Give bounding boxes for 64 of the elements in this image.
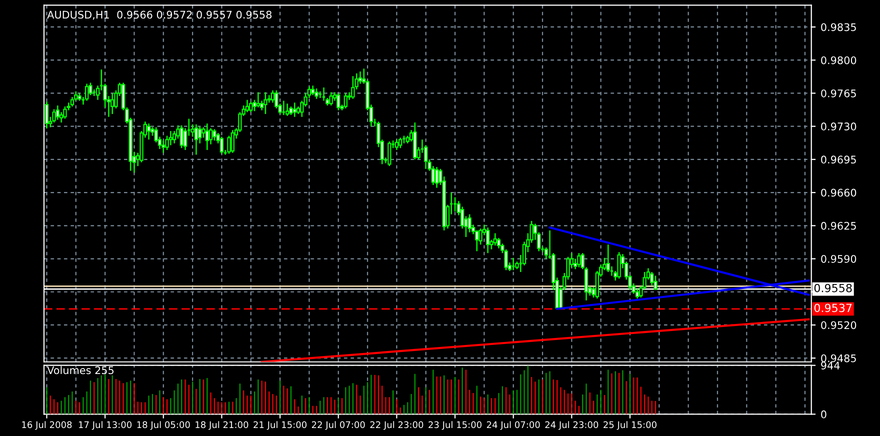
y-tick-label: 0.9765 <box>821 89 856 98</box>
x-tick-label: 17 Jul 13:00 <box>78 421 132 430</box>
candlestick <box>650 271 654 286</box>
candlestick <box>180 124 184 149</box>
x-tick-label: 22 Jul 07:00 <box>312 421 365 430</box>
candlestick <box>292 102 296 118</box>
candlestick <box>230 129 234 154</box>
candlestick <box>165 135 169 151</box>
y-tick-label: 0.9800 <box>821 56 856 64</box>
candlestick <box>388 140 392 167</box>
x-tick-label: 18 Jul 05:00 <box>137 421 190 430</box>
candlestick <box>168 130 173 146</box>
candlestick <box>398 137 402 149</box>
candlestick <box>212 128 216 142</box>
candlestick <box>85 83 89 102</box>
candlestick <box>286 102 290 117</box>
candlestick <box>434 166 439 188</box>
candlestick <box>245 99 250 113</box>
candlestick <box>351 76 355 100</box>
y-tick-label: 0.9485 <box>821 354 856 362</box>
x-tick-label: 16 Jul 2008 <box>22 421 72 430</box>
candlestick <box>606 244 610 273</box>
candlestick <box>468 214 472 233</box>
candlestick <box>270 90 275 104</box>
candlestick <box>63 106 67 120</box>
y-tick-label: 0.9695 <box>821 156 856 164</box>
candlestick <box>110 92 114 115</box>
candlestick <box>205 122 209 151</box>
candlestick <box>617 252 621 280</box>
candlestick <box>311 85 315 96</box>
candlestick <box>264 92 268 115</box>
x-tick-label: 25 Jul 15:00 <box>604 421 656 430</box>
y-tick-label: 0.9660 <box>821 188 856 197</box>
x-tick-label: 18 Jul 21:00 <box>196 421 248 430</box>
y-tick-label: 0.9625 <box>821 222 856 230</box>
candlestick <box>329 92 333 106</box>
x-tick-label: 22 Jul 23:00 <box>370 421 424 430</box>
candlestick <box>322 86 326 102</box>
candlestick <box>314 88 318 100</box>
candlestick <box>194 124 198 156</box>
x-tick-label: 24 Jul 07:00 <box>486 421 540 430</box>
candlestick <box>493 232 497 246</box>
y-tick-label: 0.9520 <box>821 321 856 330</box>
candlestick <box>146 122 151 140</box>
candlestick <box>56 104 60 120</box>
candlestick <box>52 108 56 124</box>
candlestick <box>256 92 260 108</box>
y-tick-label: 0 <box>821 410 826 418</box>
ref-line-label: 0.9537 <box>814 304 852 312</box>
chart-title: Volumes 255 <box>47 366 114 374</box>
candlestick <box>577 252 581 268</box>
candlestick <box>198 126 202 144</box>
ref-line-label: 0.9558 <box>814 284 852 292</box>
x-tick-label: 21 Jul 15:00 <box>254 421 307 430</box>
candlestick <box>486 226 490 254</box>
y-tick-label: 0.9835 <box>821 23 856 32</box>
chart-title: AUDUSD,H1 0.9566 0.9572 0.9557 0.9558 <box>47 10 272 20</box>
candlestick <box>496 237 501 249</box>
y-tick-label: 944 <box>821 362 840 370</box>
y-tick-label: 0.9730 <box>821 122 856 130</box>
x-tick-label: 23 Jul 15:00 <box>428 421 482 430</box>
y-tick-label: 0.9590 <box>821 254 856 263</box>
x-tick-label: 24 Jul 23:00 <box>545 421 598 430</box>
candlestick <box>344 92 348 109</box>
